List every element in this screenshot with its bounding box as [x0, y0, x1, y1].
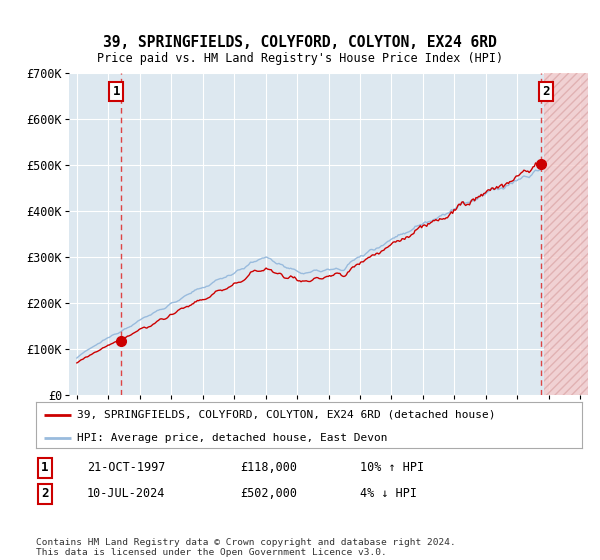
Text: 10% ↑ HPI: 10% ↑ HPI	[360, 461, 424, 474]
Text: 2: 2	[542, 85, 550, 97]
Text: 39, SPRINGFIELDS, COLYFORD, COLYTON, EX24 6RD (detached house): 39, SPRINGFIELDS, COLYFORD, COLYTON, EX2…	[77, 409, 496, 419]
Text: 4% ↓ HPI: 4% ↓ HPI	[360, 487, 417, 501]
Bar	[544, 73, 600, 395]
Text: £118,000: £118,000	[240, 461, 297, 474]
Text: 2: 2	[41, 487, 49, 501]
Text: HPI: Average price, detached house, East Devon: HPI: Average price, detached house, East…	[77, 433, 388, 443]
Text: 1: 1	[41, 461, 49, 474]
Text: Contains HM Land Registry data © Crown copyright and database right 2024.
This d: Contains HM Land Registry data © Crown c…	[36, 538, 456, 557]
Text: 1: 1	[113, 85, 120, 97]
Text: 10-JUL-2024: 10-JUL-2024	[87, 487, 166, 501]
Text: Price paid vs. HM Land Registry's House Price Index (HPI): Price paid vs. HM Land Registry's House …	[97, 52, 503, 64]
Text: 39, SPRINGFIELDS, COLYFORD, COLYTON, EX24 6RD: 39, SPRINGFIELDS, COLYFORD, COLYTON, EX2…	[103, 35, 497, 50]
Text: 21-OCT-1997: 21-OCT-1997	[87, 461, 166, 474]
Text: £502,000: £502,000	[240, 487, 297, 501]
